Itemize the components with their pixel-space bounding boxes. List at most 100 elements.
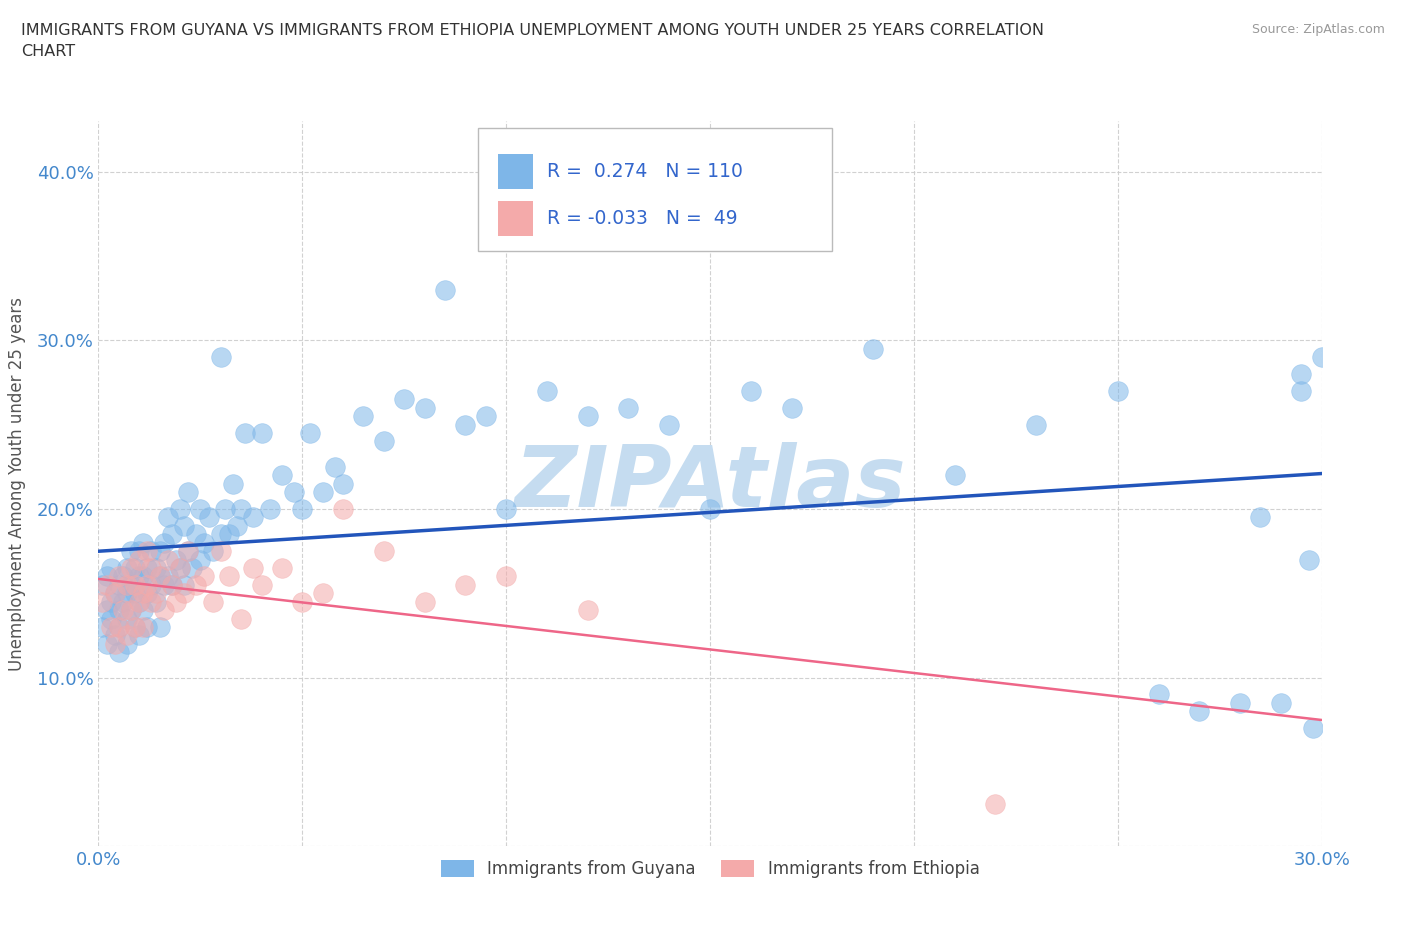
- Point: [209, 526, 232, 541]
- Point: [136, 561, 159, 576]
- Point: [108, 569, 131, 584]
- Point: [104, 636, 127, 651]
- Point: [1298, 552, 1320, 567]
- Point: [1291, 366, 1313, 381]
- Point: [96, 603, 118, 618]
- Point: [149, 569, 172, 584]
- Point: [740, 383, 762, 398]
- Point: [181, 561, 204, 576]
- Point: [209, 350, 232, 365]
- Point: [160, 526, 183, 541]
- Point: [141, 561, 163, 576]
- Point: [100, 619, 122, 634]
- Point: [156, 510, 179, 525]
- Point: [128, 594, 150, 609]
- Point: [177, 544, 200, 559]
- Point: [152, 603, 174, 618]
- Point: [454, 418, 477, 432]
- Point: [332, 501, 354, 516]
- Point: [495, 569, 517, 584]
- Point: [413, 400, 436, 415]
- Point: [132, 586, 155, 601]
- Point: [536, 383, 558, 398]
- Point: [149, 544, 172, 559]
- Point: [128, 552, 150, 567]
- Point: [152, 535, 174, 550]
- Point: [291, 501, 314, 516]
- Point: [173, 518, 195, 533]
- Point: [115, 628, 138, 643]
- Point: [1270, 696, 1292, 711]
- Text: IMMIGRANTS FROM GUYANA VS IMMIGRANTS FROM ETHIOPIA UNEMPLOYMENT AMONG YOUTH UNDE: IMMIGRANTS FROM GUYANA VS IMMIGRANTS FRO…: [21, 23, 1045, 60]
- Point: [454, 578, 477, 592]
- Point: [214, 501, 236, 516]
- Point: [91, 578, 114, 592]
- Point: [242, 561, 264, 576]
- Point: [188, 552, 212, 567]
- Point: [100, 561, 122, 576]
- Point: [617, 400, 640, 415]
- Point: [1249, 510, 1271, 525]
- FancyBboxPatch shape: [498, 202, 533, 236]
- Point: [242, 510, 264, 525]
- Point: [1310, 350, 1333, 365]
- Point: [201, 594, 224, 609]
- Point: [231, 501, 253, 516]
- Point: [120, 603, 142, 618]
- Point: [373, 544, 395, 559]
- Point: [108, 603, 131, 618]
- Y-axis label: Unemployment Among Youth under 25 years: Unemployment Among Youth under 25 years: [7, 297, 25, 671]
- Point: [145, 561, 167, 576]
- Point: [165, 594, 187, 609]
- Point: [120, 544, 142, 559]
- Point: [145, 586, 167, 601]
- Point: [323, 459, 346, 474]
- Point: [270, 561, 294, 576]
- Point: [312, 485, 335, 499]
- Point: [1188, 704, 1211, 719]
- Point: [115, 578, 138, 592]
- Point: [160, 578, 183, 592]
- Point: [193, 569, 215, 584]
- Point: [413, 594, 436, 609]
- Point: [115, 561, 138, 576]
- Point: [169, 561, 191, 576]
- Point: [124, 561, 146, 576]
- Point: [495, 501, 517, 516]
- Point: [299, 426, 322, 441]
- Point: [108, 619, 131, 634]
- Point: [115, 636, 138, 651]
- Text: ZIPAtlas: ZIPAtlas: [515, 442, 905, 525]
- Point: [141, 594, 163, 609]
- Point: [100, 594, 122, 609]
- Legend: Immigrants from Guyana, Immigrants from Ethiopia: Immigrants from Guyana, Immigrants from …: [434, 854, 986, 885]
- Point: [104, 586, 127, 601]
- Point: [108, 644, 131, 659]
- Point: [188, 501, 212, 516]
- Point: [226, 518, 249, 533]
- Point: [132, 619, 155, 634]
- Point: [434, 282, 457, 297]
- Point: [332, 476, 354, 491]
- Point: [124, 619, 146, 634]
- Point: [259, 501, 281, 516]
- Point: [173, 578, 195, 592]
- Text: Source: ZipAtlas.com: Source: ZipAtlas.com: [1251, 23, 1385, 36]
- Point: [222, 476, 245, 491]
- Point: [128, 569, 150, 584]
- Point: [132, 569, 155, 584]
- Point: [197, 510, 219, 525]
- Point: [152, 578, 174, 592]
- Point: [136, 544, 159, 559]
- Point: [108, 578, 131, 592]
- Point: [209, 544, 232, 559]
- Point: [250, 426, 273, 441]
- Point: [111, 569, 134, 584]
- Point: [173, 586, 195, 601]
- Point: [270, 468, 294, 483]
- Point: [124, 578, 146, 592]
- Point: [218, 569, 240, 584]
- FancyBboxPatch shape: [478, 128, 832, 251]
- Point: [128, 544, 150, 559]
- Point: [193, 535, 215, 550]
